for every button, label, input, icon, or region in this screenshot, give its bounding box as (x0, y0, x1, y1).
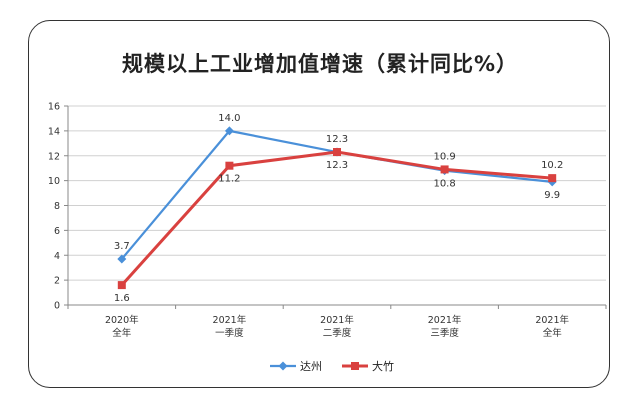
data-point (225, 161, 234, 170)
data-label: 14.0 (218, 113, 240, 124)
legend-marker (278, 361, 288, 371)
legend: 达州 大竹 (270, 359, 394, 373)
x-tick-label: 2021年 (428, 314, 462, 326)
x-tick-label: 三季度 (430, 327, 459, 339)
y-tick-label: 10 (48, 176, 60, 187)
y-tick-label: 12 (48, 151, 60, 162)
legend-label: 大竹 (372, 359, 394, 373)
data-label: 10.2 (541, 160, 563, 171)
x-tick-label: 一季度 (215, 327, 244, 339)
data-label: 11.2 (218, 174, 240, 185)
data-labels: 3.7 1.6 14.0 11.2 12.3 12.3 10.8 10.9 9.9 10.2 (114, 113, 563, 304)
y-tick-label: 8 (54, 201, 60, 212)
data-label: 12.3 (326, 134, 348, 145)
legend-label: 达州 (300, 360, 322, 373)
x-tick-label: 全年 (543, 327, 563, 339)
data-label: 10.9 (433, 151, 455, 162)
data-point (333, 148, 341, 157)
data-label: 3.7 (114, 241, 130, 252)
x-tick-label: 2021年 (213, 314, 247, 326)
x-tick-label: 2020年 (105, 314, 139, 326)
x-tick-label: 2021年 (535, 314, 569, 326)
axes: 02468101214162020年全年2021年一季度2021年二季度2021… (48, 102, 607, 339)
y-tick-label: 14 (48, 126, 60, 137)
x-tick-label: 二季度 (323, 327, 352, 339)
y-tick-label: 6 (54, 226, 60, 237)
chart-frame (28, 20, 610, 388)
y-tick-label: 16 (48, 102, 60, 113)
data-point (440, 165, 449, 174)
data-label: 1.6 (114, 293, 130, 304)
chart-title: 规模以上工业增加值增速（累计同比%） (121, 52, 519, 76)
y-tick-label: 4 (54, 251, 60, 262)
data-point (117, 254, 127, 264)
data-point (224, 126, 234, 136)
legend-marker (351, 362, 359, 370)
x-tick-label: 全年 (112, 327, 132, 339)
data-point (117, 281, 126, 290)
data-label: 9.9 (544, 190, 560, 201)
data-label: 10.8 (433, 179, 455, 190)
data-point (548, 174, 557, 183)
series-line-1 (120, 150, 553, 287)
data-label: 12.3 (326, 160, 348, 171)
x-tick-label: 2021年 (320, 314, 354, 326)
y-tick-label: 2 (54, 276, 60, 287)
series-lines (117, 126, 557, 290)
y-tick-label: 0 (54, 301, 60, 312)
